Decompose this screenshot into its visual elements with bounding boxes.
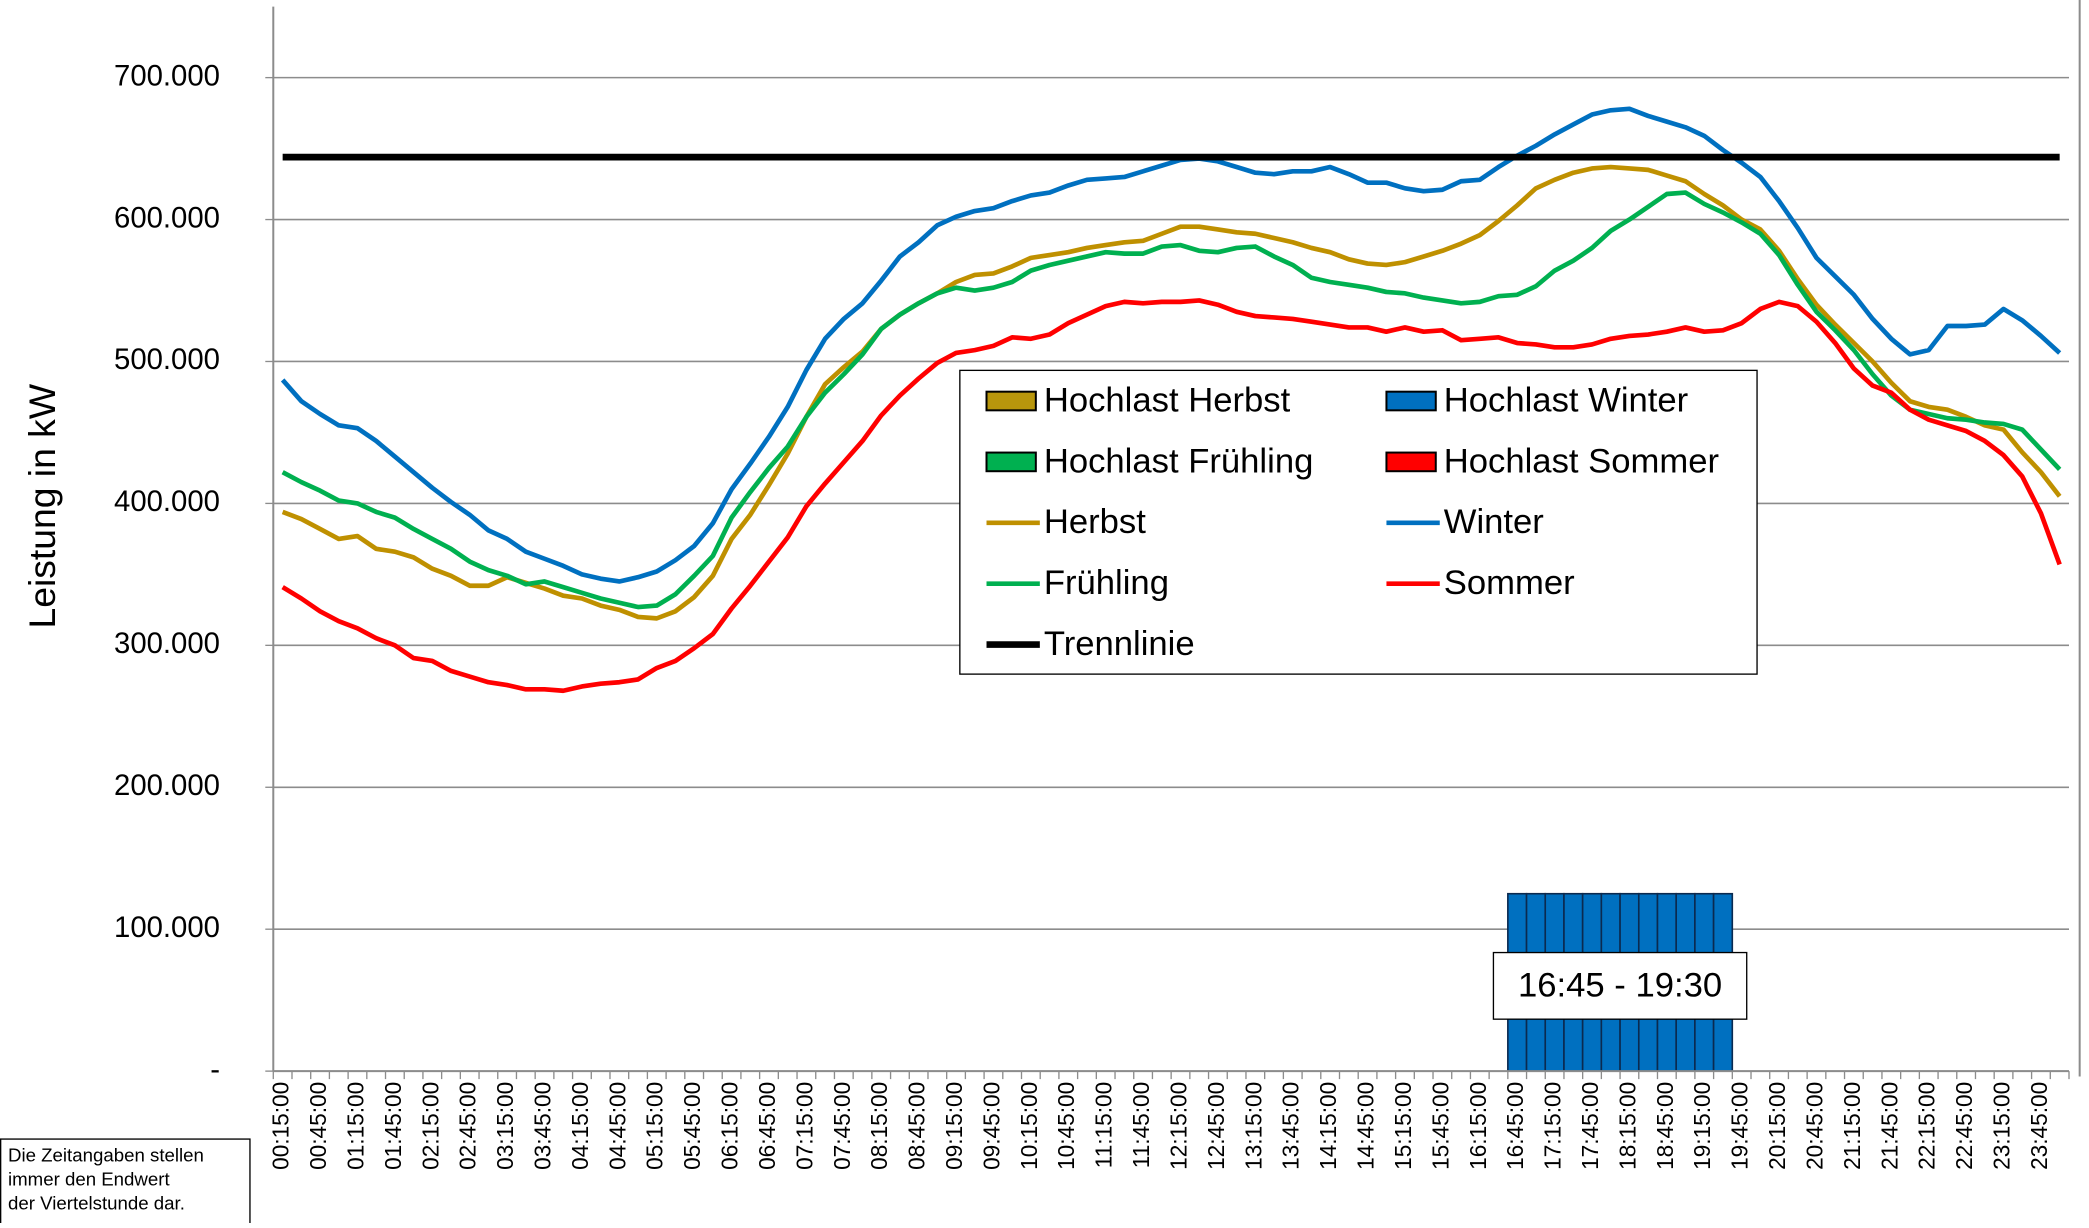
- legend-label: Sommer: [1444, 564, 1575, 602]
- x-tick-label: 15:15:00: [1390, 1082, 1416, 1170]
- legend-label: Hochlast Winter: [1444, 382, 1688, 420]
- x-tick-label: 13:45:00: [1278, 1082, 1304, 1170]
- y-axis-title: Leistung in kW: [21, 383, 63, 628]
- x-tick-label: 21:45:00: [1876, 1082, 1902, 1170]
- x-tick-label: 08:15:00: [866, 1082, 892, 1170]
- legend-box: [959, 369, 1758, 675]
- x-tick-label: 11:15:00: [1091, 1082, 1117, 1168]
- legend-swatch: [985, 390, 1037, 412]
- x-tick-label: 09:45:00: [978, 1082, 1004, 1170]
- y-tick-label: 700.000: [114, 59, 220, 92]
- legend-label: Hochlast Herbst: [1044, 382, 1291, 420]
- x-tick-label: 18:15:00: [1614, 1082, 1640, 1170]
- x-tick-label: 19:15:00: [1689, 1082, 1715, 1170]
- legend-label: Winter: [1444, 503, 1544, 541]
- x-tick-label: 13:15:00: [1240, 1082, 1266, 1170]
- x-tick-label: 12:45:00: [1203, 1082, 1229, 1170]
- x-tick-label: 14:45:00: [1353, 1082, 1379, 1170]
- legend-label: Hochlast Sommer: [1444, 442, 1719, 480]
- x-tick-label: 07:15:00: [791, 1082, 817, 1170]
- y-tick-label: 200.000: [114, 769, 220, 802]
- x-tick-label: 04:45:00: [604, 1082, 630, 1170]
- legend-label: Hochlast Frühling: [1044, 442, 1314, 480]
- footnote-box: [0, 1138, 251, 1228]
- y-tick-label: 100.000: [114, 911, 220, 944]
- x-tick-label: 10:45:00: [1053, 1082, 1079, 1170]
- legend-swatch: [1385, 451, 1437, 473]
- x-tick-label: 22:45:00: [1951, 1082, 1977, 1170]
- x-tick-label: 17:45:00: [1577, 1082, 1603, 1170]
- legend-swatch: [985, 451, 1037, 473]
- x-tick-label: 00:45:00: [305, 1082, 331, 1170]
- x-tick-label: 05:15:00: [642, 1082, 668, 1170]
- y-tick-label: -: [210, 1053, 220, 1086]
- x-tick-label: 08:45:00: [904, 1082, 930, 1170]
- footnote-line: der Viertelstunde dar.: [8, 1192, 185, 1213]
- footnote-line: immer den Endwert: [8, 1168, 170, 1189]
- x-tick-label: 16:15:00: [1465, 1082, 1491, 1170]
- legend-swatch: [1385, 390, 1437, 412]
- x-tick-label: 05:45:00: [679, 1082, 705, 1170]
- x-tick-label: 22:15:00: [1914, 1082, 1940, 1170]
- x-tick-label: 18:45:00: [1652, 1082, 1678, 1170]
- x-tick-label: 03:45:00: [529, 1082, 555, 1170]
- line-5: [280, 106, 2062, 584]
- y-tick-label: 400.000: [114, 485, 220, 518]
- annotation: 16:45 - 19:30: [1518, 966, 1722, 1004]
- line-7: [281, 298, 2062, 694]
- annotation-box: [1492, 951, 1748, 1020]
- x-tick-label: 14:15:00: [1315, 1082, 1341, 1170]
- x-tick-label: 01:15:00: [342, 1082, 368, 1170]
- y-tick-label: 500.000: [114, 343, 220, 376]
- line-4: [281, 164, 2062, 621]
- y-tick-label: 600.000: [114, 201, 220, 234]
- x-tick-label: 16:45:00: [1502, 1082, 1528, 1170]
- x-tick-label: 10:15:00: [1016, 1082, 1042, 1170]
- x-tick-label: 02:45:00: [455, 1082, 481, 1170]
- line-6: [281, 190, 2062, 610]
- x-tick-label: 12:15:00: [1165, 1082, 1191, 1170]
- x-tick-label: 21:15:00: [1839, 1082, 1865, 1170]
- x-tick-label: 06:15:00: [717, 1082, 743, 1170]
- footnote-line: Die Zeitangaben stellen: [8, 1144, 204, 1165]
- legend-label: Herbst: [1044, 503, 1146, 541]
- legend-label: Frühling: [1044, 564, 1169, 602]
- x-tick-label: 20:15:00: [1764, 1082, 1790, 1170]
- x-tick-label: 03:15:00: [492, 1082, 518, 1170]
- x-tick-label: 06:45:00: [754, 1082, 780, 1170]
- legend: Hochlast Herbst Hochlast Winter Hochlast F…: [959, 369, 1758, 675]
- x-tick-label: 20:45:00: [1801, 1082, 1827, 1170]
- x-tick-label: 00:15:00: [268, 1082, 294, 1170]
- x-tick-label: 09:15:00: [941, 1082, 967, 1170]
- x-tick-label: 02:15:00: [417, 1082, 443, 1170]
- x-tick-label: 23:45:00: [2026, 1082, 2052, 1170]
- x-tick-label: 15:45:00: [1427, 1082, 1453, 1170]
- x-tick-label: 11:45:00: [1128, 1082, 1154, 1168]
- x-tick-label: 17:15:00: [1540, 1082, 1566, 1170]
- legend-label: Trennlinie: [1044, 625, 1195, 663]
- y-tick-label: 300.000: [114, 627, 220, 660]
- x-tick-label: 01:45:00: [380, 1082, 406, 1170]
- x-tick-label: 04:15:00: [567, 1082, 593, 1170]
- x-tick-label: 19:45:00: [1727, 1082, 1753, 1170]
- x-tick-label: 07:45:00: [829, 1082, 855, 1170]
- x-tick-label: 23:15:00: [1989, 1082, 2015, 1170]
